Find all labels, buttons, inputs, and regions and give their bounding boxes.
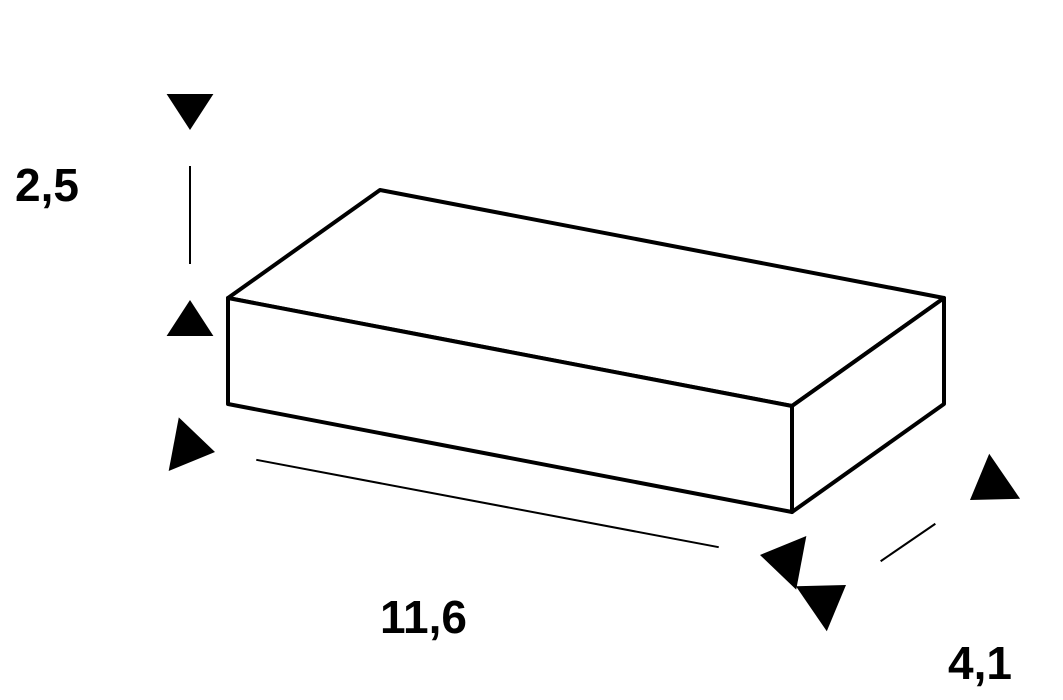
height-label: 2,5	[15, 158, 79, 212]
width-label: 4,1	[948, 636, 1012, 690]
box-shape	[228, 190, 944, 512]
length-label: 11,6	[380, 590, 467, 644]
diagram-svg	[0, 0, 1063, 700]
dimension-diagram: 2,5 11,6 4,1	[0, 0, 1063, 700]
